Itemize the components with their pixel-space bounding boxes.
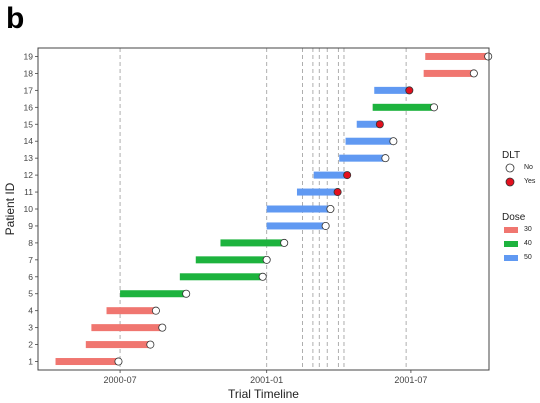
patient-bar (425, 52, 489, 60)
patient-bar (85, 341, 151, 349)
patient-bar (345, 137, 394, 145)
y-tick-label: 17 (24, 85, 34, 95)
dlt-marker (114, 357, 123, 366)
patient-bar (195, 256, 267, 264)
dose-legend: Dose 30 40 50 (502, 212, 532, 265)
y-tick-label: 16 (24, 102, 34, 112)
patient-bar (106, 307, 156, 315)
y-tick-label: 1 (28, 357, 33, 367)
dose-legend-title: Dose (502, 212, 526, 223)
y-tick-label: 5 (28, 289, 33, 299)
patient-bar (266, 222, 326, 230)
dlt-legend-item-yes: Yes (502, 175, 535, 189)
dose-legend-label: 40 (524, 240, 532, 247)
y-tick-label: 8 (28, 238, 33, 248)
y-tick-label: 12 (24, 170, 34, 180)
filled-circle-icon (505, 177, 515, 187)
x-tick-label: 2001-07 (394, 375, 427, 385)
dlt-marker (389, 137, 398, 146)
y-tick-label: 2 (28, 340, 33, 350)
dlt-marker (258, 272, 267, 281)
dlt-marker (484, 52, 493, 61)
dlt-legend-label: No (524, 164, 533, 171)
dlt-marker (375, 120, 384, 129)
y-tick-label: 15 (24, 119, 34, 129)
y-tick-label: 4 (28, 306, 33, 316)
y-tick-label: 10 (24, 204, 34, 214)
patient-bar (423, 69, 474, 77)
patient-bar (179, 273, 263, 281)
dlt-marker (381, 154, 390, 163)
patient-bar (55, 358, 119, 366)
y-tick-label: 11 (24, 187, 33, 197)
dose-50-swatch-icon (504, 255, 518, 261)
dlt-marker (182, 289, 191, 298)
y-tick-label: 14 (24, 136, 34, 146)
y-tick-label: 3 (28, 323, 33, 333)
y-tick-label: 18 (24, 68, 34, 78)
dlt-marker (158, 323, 167, 332)
dose-legend-item-30: 30 (502, 223, 532, 237)
dlt-legend-label: Yes (524, 178, 536, 185)
open-circle-icon (505, 163, 515, 173)
dlt-legend-title: DLT (502, 150, 521, 161)
patient-bar (91, 324, 163, 332)
dlt-marker (151, 306, 160, 315)
y-tick-label: 9 (28, 221, 33, 231)
y-tick-label: 6 (28, 272, 33, 282)
patient-bar (339, 154, 386, 162)
dlt-marker (405, 86, 414, 95)
dlt-marker (146, 340, 155, 349)
x-tick-label: 2000-07 (104, 375, 137, 385)
patient-bar (313, 171, 348, 179)
dlt-marker (280, 238, 289, 247)
dose-legend-item-40: 40 (502, 237, 532, 251)
dlt-marker (343, 171, 352, 180)
patient-bar (120, 290, 187, 298)
patient-bar (266, 205, 331, 213)
x-axis-title: Trial Timeline (228, 387, 299, 401)
y-tick-label: 7 (28, 255, 33, 265)
dose-legend-label: 30 (524, 226, 532, 233)
x-tick-label: 2001-01 (250, 375, 283, 385)
dlt-marker (326, 204, 335, 213)
dose-legend-item-50: 50 (502, 251, 532, 265)
patient-bar (372, 103, 435, 111)
y-tick-label: 19 (24, 51, 34, 61)
dlt-marker (469, 69, 478, 78)
panel-label: b (6, 2, 25, 35)
patient-bar (356, 120, 380, 128)
patient-bar (296, 188, 338, 196)
patient-bar (220, 239, 285, 247)
dose-30-swatch-icon (504, 227, 518, 233)
dlt-marker (262, 255, 271, 264)
dlt-marker (430, 103, 439, 112)
y-axis-title: Patient ID (3, 182, 17, 235)
plot-border (37, 47, 490, 371)
dose-legend-label: 50 (524, 254, 532, 261)
dlt-marker (321, 221, 330, 230)
dose-40-swatch-icon (504, 241, 518, 247)
dlt-legend: DLT No Yes (502, 150, 535, 189)
dlt-legend-item-no: No (502, 161, 533, 175)
patient-bar (374, 86, 410, 94)
dlt-marker (333, 188, 342, 197)
y-tick-label: 13 (24, 153, 34, 163)
